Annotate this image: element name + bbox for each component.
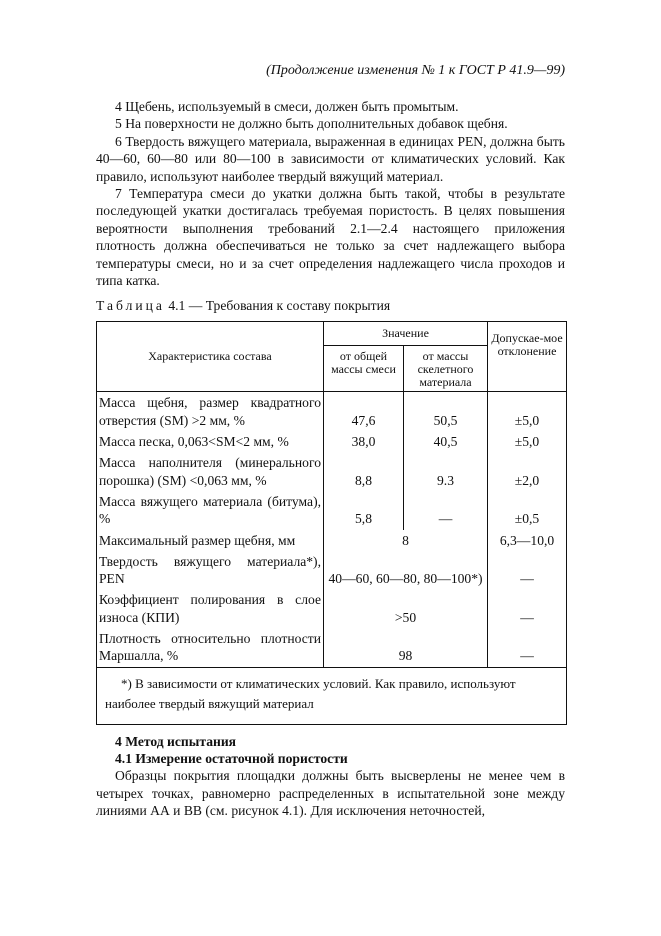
table-row: Коэффициент полирования в слое износа (К… [96,589,567,629]
row-deviation: ±2,0 [487,452,567,491]
row-label: Максимальный размер щебня, мм [96,529,324,551]
row-value-total: 8,8 [323,452,404,491]
row-value-merged: 40—60, 60—80, 80—100*) [323,550,488,590]
row-deviation: — [487,550,567,590]
row-deviation: ±0,5 [487,490,567,530]
caption-word: Таблица [96,298,165,314]
row-value-skeleton: 40,5 [403,431,488,453]
row-deviation: — [487,589,567,629]
table-row: Максимальный размер щебня, мм 8 6,3—10,0 [96,529,567,551]
row-label: Коэффициент полирования в слое износа (К… [96,589,324,629]
row-label: Масса вяжущего материала (битума), % [96,490,324,530]
header-deviation: Допускае-мое отклонение [487,321,567,393]
row-value-skeleton: 9.3 [403,452,488,491]
caption-title: 4.1 — Требования к составу покрытия [168,298,391,314]
row-label: Масса песка, 0,063<SM<2 мм, % [96,431,324,453]
row-value-merged: 98 [323,628,488,668]
paragraph: 5 На поверхности не должно быть дополнит… [115,116,508,132]
row-value-total: 38,0 [323,431,404,453]
row-value-total: 5,8 [323,490,404,530]
page: (Продолжение изменения № 1 к ГОСТ Р 41.9… [96,0,567,820]
row-deviation: 6,3—10,0 [487,529,567,551]
row-label: Плотность относительно плотности Маршалл… [96,628,324,668]
header-total-mass: от общей массы смеси [323,345,404,393]
row-value-total: 47,6 [323,391,404,432]
row-value-merged: 8 [323,529,488,551]
body-text: 4 Щебень, используемый в смеси, должен б… [96,98,565,289]
paragraph: 4 Щебень, используемый в смеси, должен б… [115,99,459,114]
section-4: 4 Метод испытания 4.1 Измерение остаточн… [96,733,565,820]
header-skeleton-mass: от массы скелетного материала [403,345,488,393]
section-heading: 4 Метод испытания [115,733,237,749]
table-row: Масса песка, 0,063<SM<2 мм, % 38,0 40,5 ±5,… [96,431,567,453]
header-value: Значение [323,321,488,347]
subsection-heading: 4.1 Измерение остаточной пористости [115,751,348,767]
row-value-merged: >50 [323,589,488,629]
section-text: Образцы покрытия площадки должны быть вы… [96,768,565,819]
composition-table: Характеристика состава Значение Допускае… [96,321,567,725]
table-row: Твердость вяжущего материала*), PEN 40—60… [96,550,567,590]
table-row: Плотность относительно плотности Маршалл… [96,628,567,668]
table-row: Масса наполнителя (минерального порошка)… [96,452,567,491]
paragraph: 6 Твердость вяжущего материала, выраженн… [96,133,565,184]
row-label: Масса наполнителя (минерального порошка)… [96,452,324,491]
row-label: Твердость вяжущего материала*), PEN [96,550,324,590]
row-value-skeleton: — [403,490,488,530]
table-footnote: *) В зависимости от климатических услови… [96,666,567,725]
table-row: Масса щебня, размер квадратного отверсти… [96,391,567,432]
header-characteristic: Характеристика состава [96,321,324,393]
row-deviation: — [487,628,567,668]
table-row: Масса вяжущего материала (битума), % 5,8—… [96,490,567,530]
table-caption: Таблица 4.1 — Требования к составу покры… [96,297,565,314]
row-label: Масса щебня, размер квадратного отверсти… [96,391,324,432]
row-deviation: ±5,0 [487,391,567,432]
row-value-skeleton: 50,5 [403,391,488,432]
paragraph: 7 Температура смеси до укатки должна быт… [96,186,565,289]
page-header: (Продолжение изменения № 1 к ГОСТ Р 41.9… [266,63,565,78]
row-deviation: ±5,0 [487,431,567,453]
